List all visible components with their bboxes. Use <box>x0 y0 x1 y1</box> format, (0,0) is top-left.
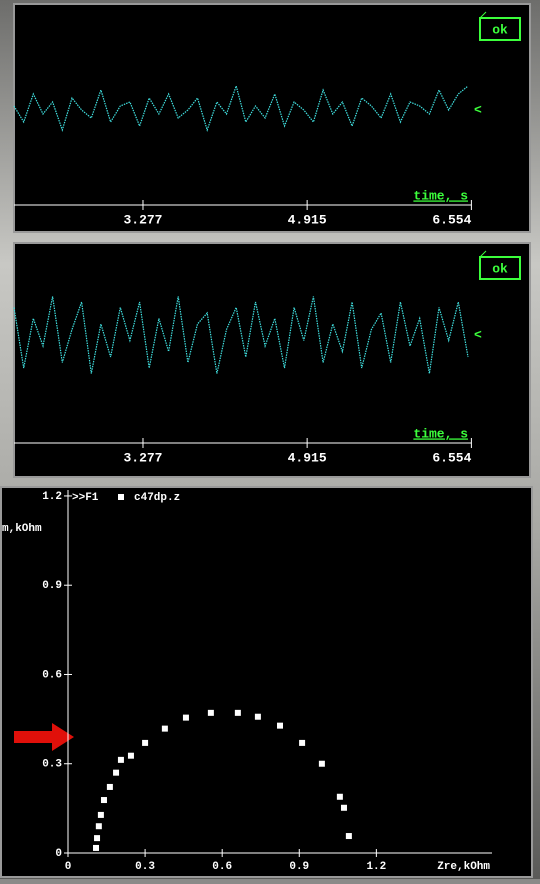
y-tick-label: 0 <box>55 848 62 860</box>
data-point <box>182 714 189 721</box>
x-tick-label: 6.554 <box>432 212 471 227</box>
ok-button-label[interactable]: ok <box>492 22 508 37</box>
data-point <box>93 844 100 851</box>
x-tick-label: 0.3 <box>135 861 155 873</box>
y-tick-label: 0.3 <box>42 759 62 771</box>
x-tick-label: 1.2 <box>366 861 386 873</box>
legend-label: c47dp.z <box>134 492 180 504</box>
data-point <box>340 804 347 811</box>
data-point <box>106 783 113 790</box>
panel <box>13 3 531 233</box>
ok-button[interactable] <box>479 17 521 41</box>
data-point <box>318 760 325 767</box>
data-point <box>254 713 261 720</box>
x-tick-label: 0.9 <box>289 861 309 873</box>
data-point <box>113 769 120 776</box>
button-bevel <box>479 250 487 258</box>
x-tick-label: 4.915 <box>288 212 327 227</box>
x-tick-label: 4.915 <box>288 450 327 465</box>
trace <box>13 296 469 374</box>
data-point <box>142 739 149 746</box>
trace <box>13 83 469 132</box>
legend-prefix: >>F1 <box>72 492 99 504</box>
button-bevel <box>479 11 487 19</box>
y-tick-label: 0.9 <box>42 580 62 592</box>
ok-button-label[interactable]: ok <box>492 261 508 276</box>
data-point <box>97 811 104 818</box>
panel <box>13 242 531 478</box>
data-point <box>100 797 107 804</box>
data-point <box>277 722 283 729</box>
data-point <box>207 709 214 716</box>
panel <box>0 486 533 878</box>
data-point <box>95 823 102 830</box>
data-point <box>336 793 343 800</box>
data-point <box>161 725 168 732</box>
data-point <box>127 752 134 759</box>
x-tick-label: 3.277 <box>123 450 162 465</box>
legend-marker <box>118 494 124 500</box>
x-axis-label: Zre,kOhm <box>437 861 490 873</box>
y-axis-label: m,kOhm <box>2 523 42 535</box>
data-point <box>94 835 101 842</box>
red-arrow <box>14 723 74 751</box>
x-axis-label: time, s <box>413 426 468 441</box>
data-point <box>299 739 306 746</box>
trace-cursor: < <box>474 102 482 117</box>
x-axis-label: time, s <box>413 188 468 203</box>
trace-cursor: < <box>474 327 482 342</box>
y-tick-label: 0.6 <box>42 669 62 681</box>
y-tick-label: 1.2 <box>42 491 62 503</box>
x-tick-label: 6.554 <box>432 450 471 465</box>
x-tick-label: 3.277 <box>123 212 162 227</box>
data-point <box>117 756 124 763</box>
x-tick-label: 0.6 <box>212 861 232 873</box>
x-tick-label: 0 <box>65 861 72 873</box>
data-point <box>345 833 352 840</box>
ok-button[interactable] <box>479 256 521 280</box>
data-point <box>234 709 241 716</box>
